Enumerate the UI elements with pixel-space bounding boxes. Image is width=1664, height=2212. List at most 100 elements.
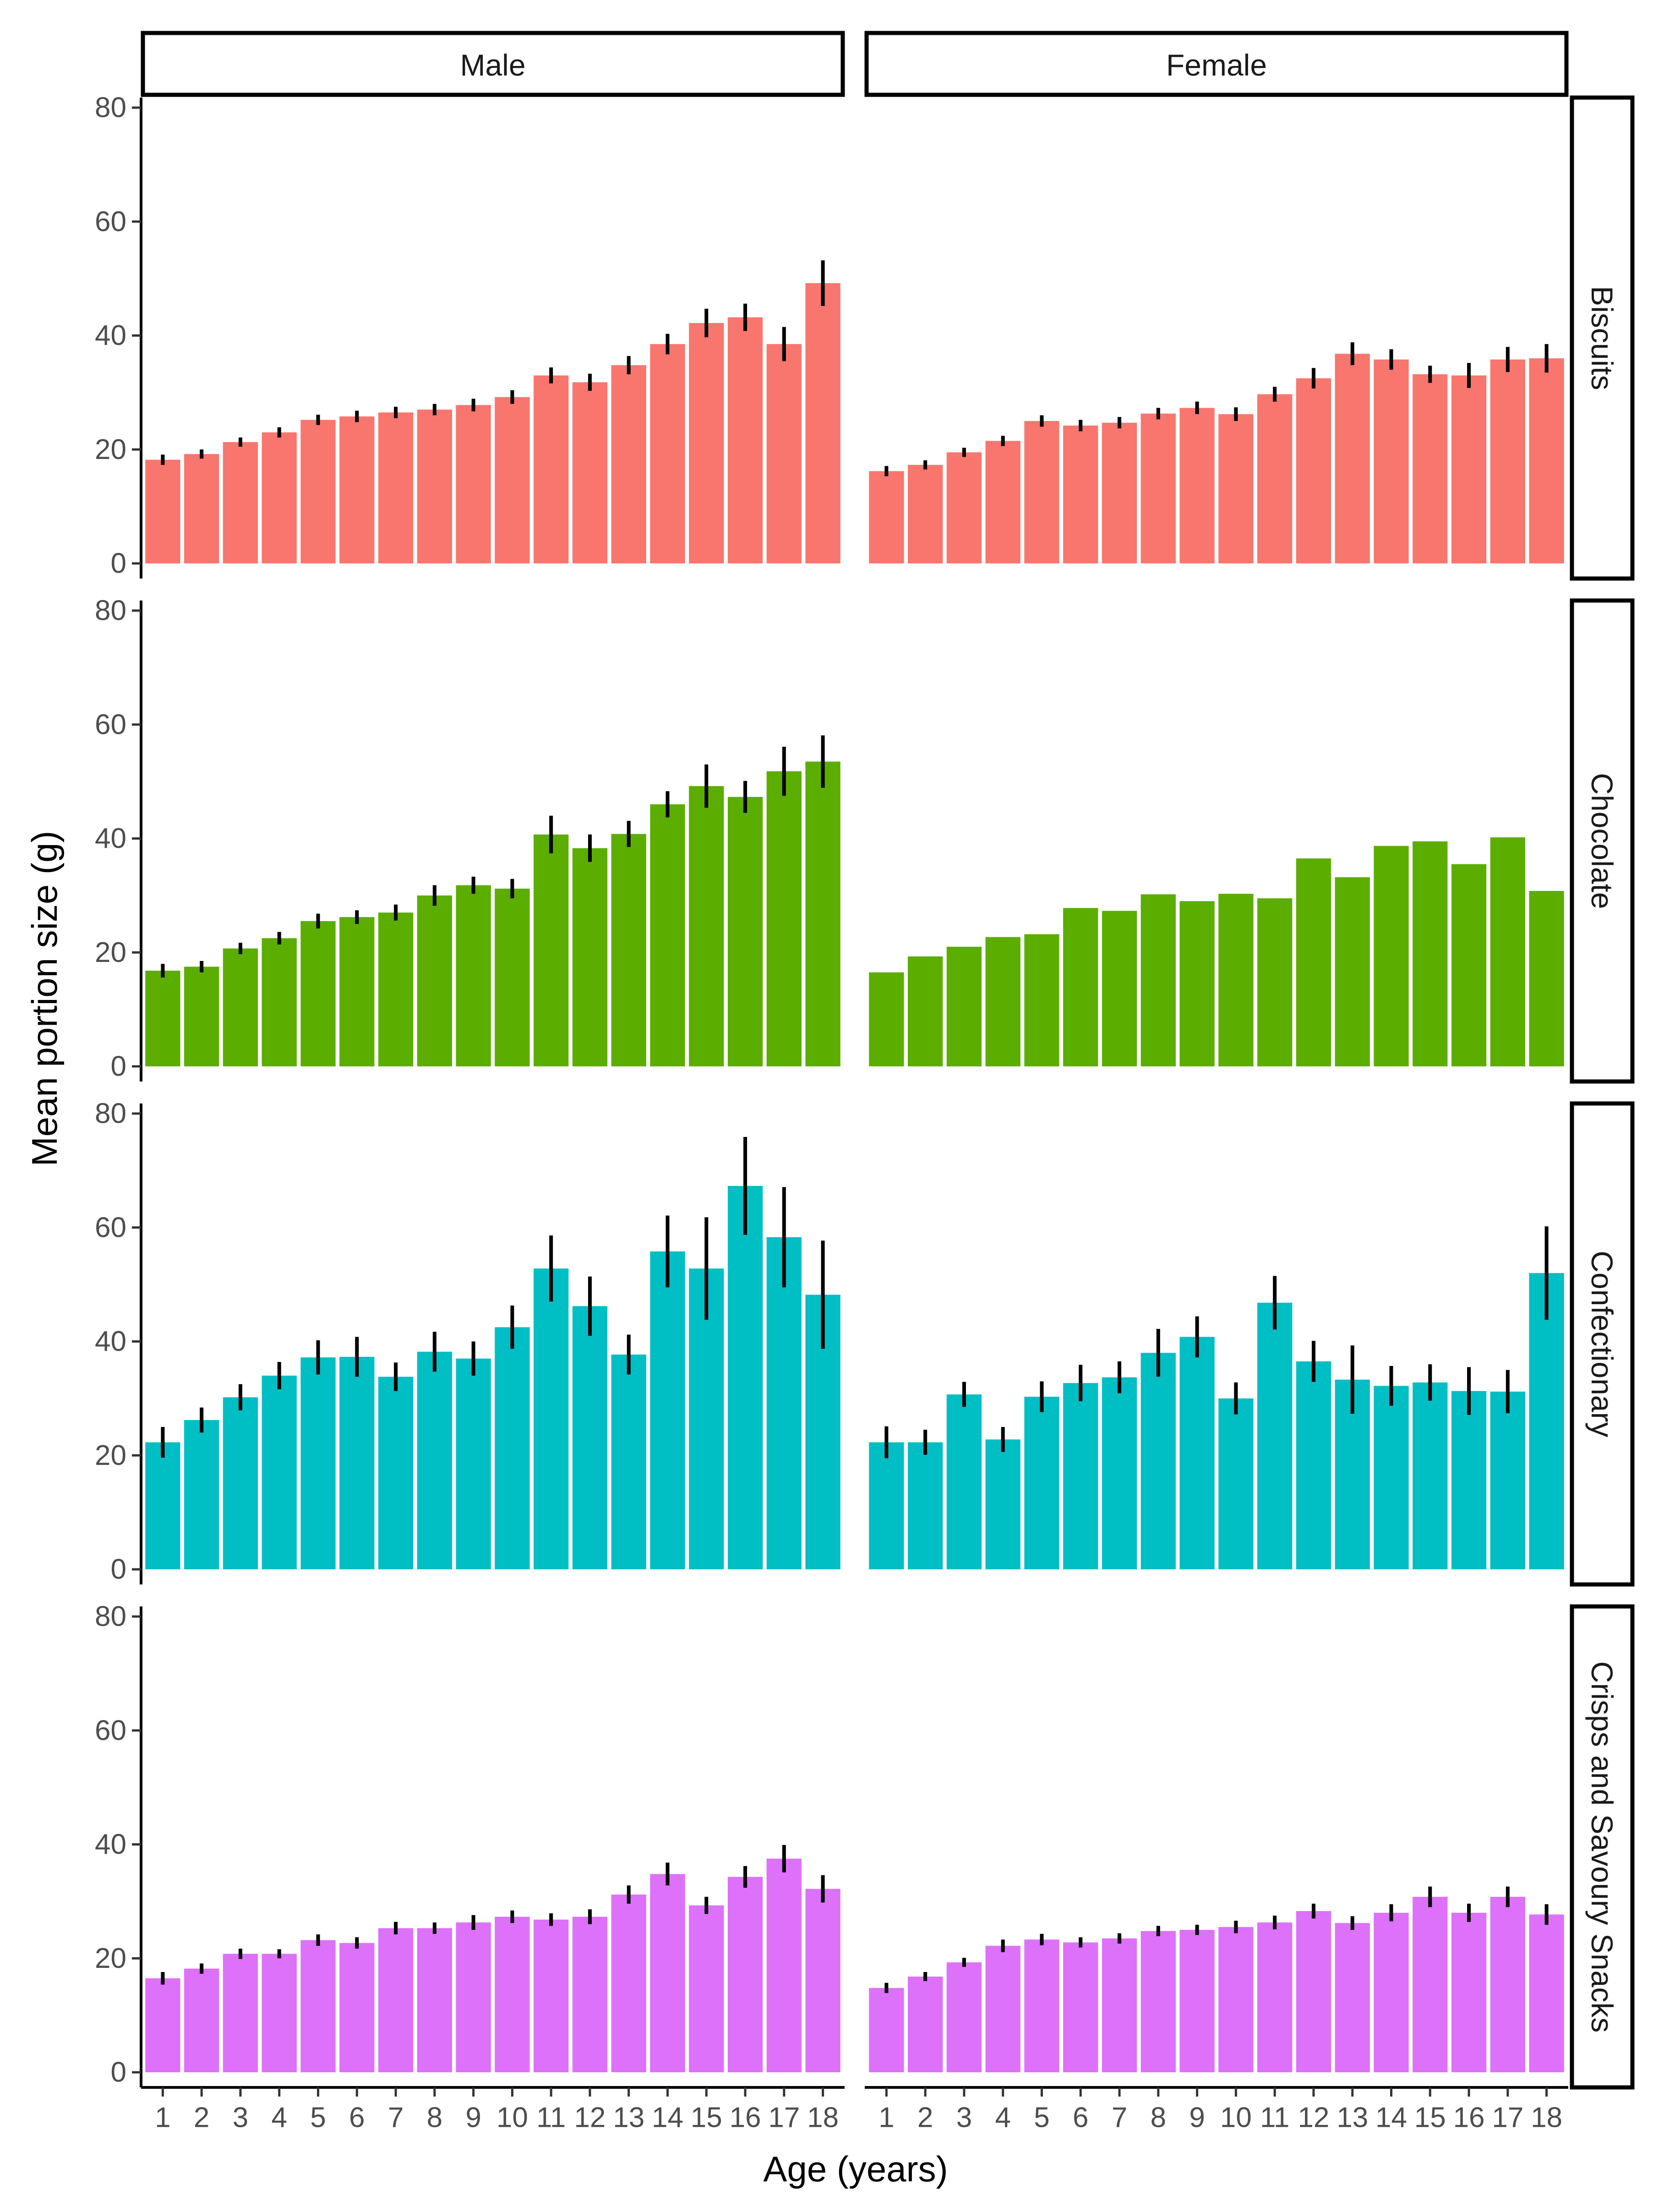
y-tick-label: 80 <box>95 92 126 124</box>
bar <box>262 432 297 563</box>
y-tick-label: 40 <box>95 1326 126 1357</box>
bar <box>495 1917 530 2072</box>
x-tick-label: 8 <box>427 2102 442 2134</box>
strip-label-biscuits: Biscuits <box>1585 286 1619 390</box>
x-tick-label: 14 <box>1375 2102 1407 2134</box>
bar <box>689 323 724 563</box>
bar <box>1451 375 1487 563</box>
bar <box>869 1442 904 1569</box>
bar <box>1490 1391 1525 1569</box>
panel-confectionary-female <box>869 1226 1564 1569</box>
bar <box>300 921 336 1066</box>
bar <box>1335 1923 1370 2072</box>
bar <box>1179 1930 1215 2072</box>
x-tick-label: 12 <box>574 2102 606 2134</box>
bar <box>1490 837 1525 1066</box>
x-tick-label: 17 <box>1492 2102 1523 2134</box>
x-tick-label: 3 <box>956 2102 972 2134</box>
y-tick-label: 60 <box>95 206 126 237</box>
bar <box>1413 1382 1448 1569</box>
y-tick-label: 20 <box>95 1943 126 1974</box>
bar <box>534 1919 569 2072</box>
facet-grid: Male Female Biscuits Chocolate Confectionary… <box>95 31 1635 2134</box>
y-tick-label: 40 <box>95 823 126 854</box>
bar <box>184 967 219 1066</box>
bar <box>1102 1377 1137 1569</box>
bar <box>650 344 685 563</box>
bar <box>417 895 452 1066</box>
y-tick-label: 20 <box>95 937 126 968</box>
strip-label-male: Male <box>460 48 525 82</box>
bar <box>1413 1896 1448 2072</box>
bar <box>650 804 685 1066</box>
strip-crisps-and-savoury-snacks <box>1570 1604 1635 2090</box>
x-tick-label: 13 <box>1337 2102 1368 2134</box>
bar <box>985 441 1020 563</box>
bar <box>727 317 763 563</box>
bar <box>946 1962 982 2072</box>
bar <box>495 1327 530 1569</box>
bar <box>339 1357 375 1569</box>
strip-confectionary <box>1570 1101 1635 1587</box>
x-axis-title: Age (years) <box>763 2149 948 2189</box>
bar <box>1451 1391 1487 1569</box>
bar <box>1063 1942 1098 2072</box>
y-axis-title: Mean portion size (g) <box>24 831 65 1167</box>
bar <box>908 956 943 1066</box>
bar <box>417 1351 452 1569</box>
strip-female <box>864 31 1569 97</box>
x-tick-label: 6 <box>1073 2102 1088 2134</box>
x-tick-label: 15 <box>691 2102 722 2134</box>
bar <box>1296 1911 1331 2072</box>
bar <box>727 797 763 1066</box>
bar <box>1413 374 1448 563</box>
panel-crisps-and-savoury-snacks-female <box>869 1886 1564 2072</box>
strip-biscuits <box>1570 95 1635 581</box>
x-tick-label: 17 <box>768 2102 800 2134</box>
y-tick-label: 60 <box>95 1212 126 1243</box>
x-tick-label: 10 <box>496 2102 528 2134</box>
bar <box>223 948 258 1066</box>
y-tick-label: 0 <box>111 1554 126 1585</box>
panel-chocolate-female <box>869 837 1564 1066</box>
bar <box>1140 413 1176 563</box>
x-tick-label: 5 <box>1034 2102 1049 2134</box>
bar <box>184 1420 219 1569</box>
y-tick-label: 0 <box>111 548 126 579</box>
x-tick-label: 16 <box>1453 2102 1485 2134</box>
bar <box>1490 1896 1525 2072</box>
bar <box>184 454 219 563</box>
bar <box>1218 1398 1254 1569</box>
y-tick-label: 80 <box>95 595 126 627</box>
bar <box>1529 1914 1564 2072</box>
bar <box>1374 846 1409 1066</box>
panel-crisps-and-savoury-snacks-male <box>145 1845 840 2072</box>
y-tick-label: 40 <box>95 1829 126 1860</box>
bar <box>1063 908 1098 1066</box>
bar <box>1024 1397 1059 1569</box>
x-tick-label: 4 <box>271 2102 287 2134</box>
x-tick-label: 15 <box>1414 2102 1446 2134</box>
bar <box>1335 877 1370 1066</box>
bar <box>378 912 414 1066</box>
bar <box>908 1977 943 2072</box>
bar <box>1102 911 1137 1066</box>
bar <box>572 382 608 563</box>
x-tick-label: 18 <box>1531 2102 1562 2134</box>
bar <box>766 771 802 1066</box>
bar <box>534 1268 569 1569</box>
strip-label-crisps-and-savoury-snacks: Crisps and Savoury Snacks <box>1585 1661 1619 2033</box>
x-tick-label: 1 <box>155 2102 170 2134</box>
bar <box>1218 414 1254 563</box>
x-tick-label: 2 <box>917 2102 933 2134</box>
bar <box>650 1251 685 1569</box>
bar <box>145 971 180 1066</box>
bar <box>1140 1353 1176 1569</box>
bar <box>1024 1939 1059 2072</box>
x-tick-label: 7 <box>1112 2102 1127 2134</box>
bar <box>1218 894 1254 1066</box>
bar <box>869 471 904 563</box>
bar <box>1529 1273 1564 1569</box>
bar <box>1296 1361 1331 1569</box>
